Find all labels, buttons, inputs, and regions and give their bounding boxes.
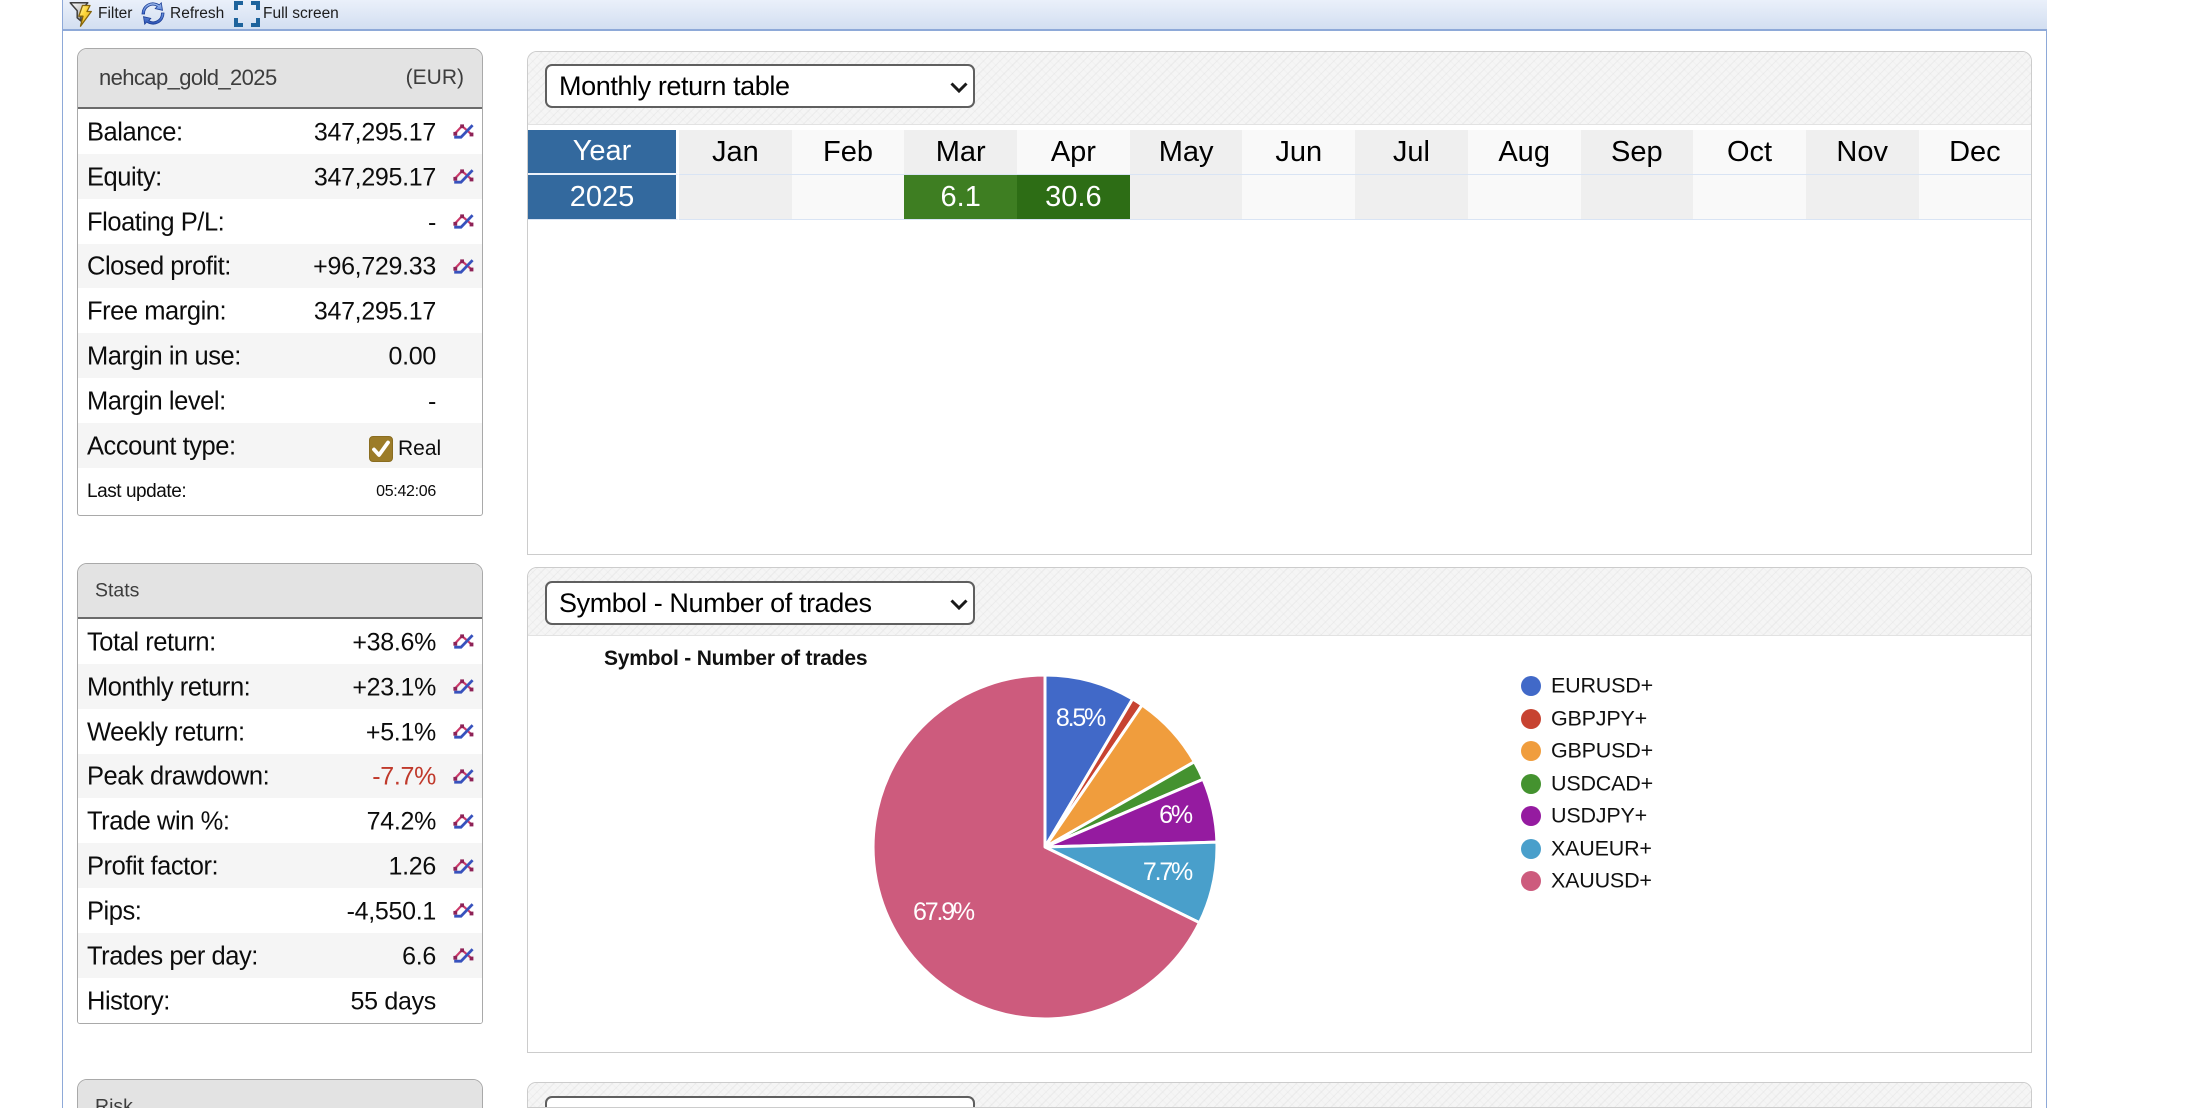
- svg-text:8.5%: 8.5%: [1056, 704, 1106, 732]
- svg-text:7.7%: 7.7%: [1143, 858, 1193, 886]
- svg-text:67.9%: 67.9%: [913, 898, 975, 926]
- svg-text:6%: 6%: [1159, 801, 1193, 829]
